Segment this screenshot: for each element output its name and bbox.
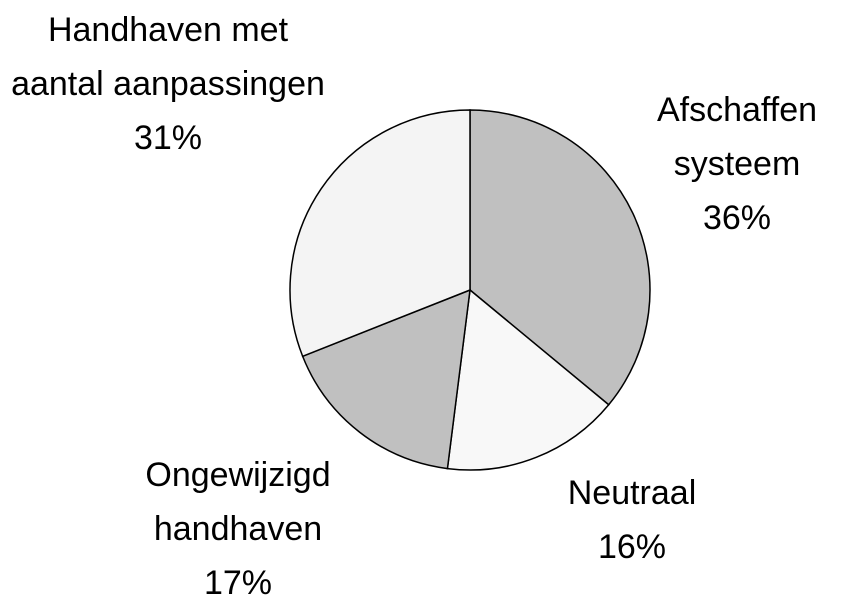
category-name: Afschaffen systeem: [656, 91, 818, 183]
value-label: 31%: [133, 119, 203, 157]
value-label: 16%: [597, 528, 667, 566]
pie-slice: [289, 109, 471, 358]
category-name: Ongewijzigd handhaven: [145, 456, 331, 548]
pie-slice: [469, 109, 651, 406]
slice-label: Handhaven met aantal aanpassingen 31%: [3, 3, 333, 165]
category-name: Handhaven met aantal aanpassingen: [11, 11, 325, 103]
pie-slice: [301, 288, 471, 470]
pie-slice: [446, 288, 610, 471]
category-name: Neutraal: [567, 474, 697, 512]
slice-label: Ongewijzigd handhaven 17%: [88, 448, 388, 598]
value-label: 17%: [203, 564, 273, 598]
slice-label: Afschaffen systeem 36%: [612, 83, 849, 245]
slice-label: Neutraal 16%: [507, 466, 757, 574]
value-label: 36%: [702, 199, 772, 237]
